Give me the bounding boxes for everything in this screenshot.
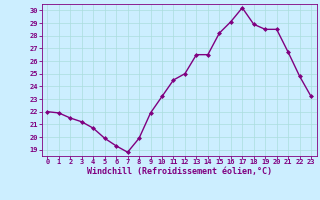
- X-axis label: Windchill (Refroidissement éolien,°C): Windchill (Refroidissement éolien,°C): [87, 167, 272, 176]
